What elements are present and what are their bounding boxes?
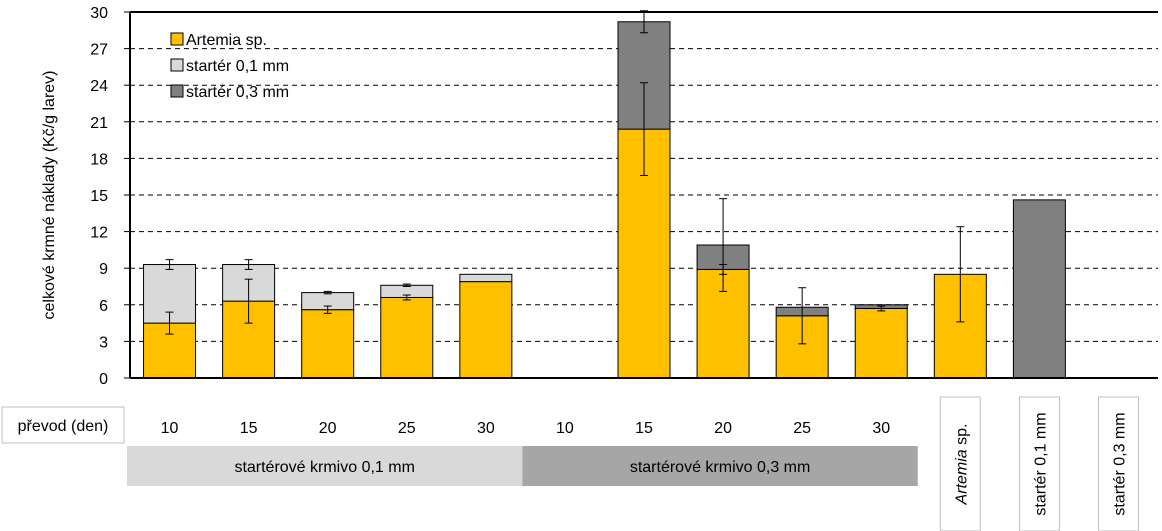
x-tick-label: 15 bbox=[635, 420, 653, 437]
x-tick-label: 20 bbox=[319, 420, 337, 437]
y-tick-label: 21 bbox=[90, 115, 108, 132]
x-tick-label: 30 bbox=[477, 420, 495, 437]
y-tick-labels: 0 3 6 9 12 15 18 21 24 27 30 bbox=[90, 5, 108, 388]
rotated-label-2: startér 0,1 mm bbox=[1032, 412, 1049, 515]
legend-swatch bbox=[170, 84, 184, 98]
group-band-2 bbox=[522, 446, 918, 486]
bar-1-4 bbox=[380, 296, 434, 379]
rotated-label-part: startér 0,1 mm bbox=[1032, 412, 1049, 515]
y-tick-label: 30 bbox=[90, 5, 108, 22]
y-tick-label: 15 bbox=[90, 188, 108, 205]
legend-label: startér 0,3 mm bbox=[186, 84, 289, 101]
x-tick-label: 20 bbox=[714, 420, 732, 437]
x-tick-label: 10 bbox=[161, 420, 179, 437]
rotated-label-box bbox=[1018, 396, 1060, 531]
axes bbox=[124, 11, 1158, 379]
y-tick-label: 12 bbox=[90, 225, 108, 242]
group-bands: startérové krmivo 0,1 mm startérové krmiv… bbox=[127, 446, 918, 486]
group-band-1 bbox=[127, 446, 523, 486]
group-label-1: startérové krmivo 0,1 mm bbox=[234, 459, 414, 476]
error-bars bbox=[165, 10, 965, 345]
bar-2-5 bbox=[459, 273, 513, 283]
y-axis-label: celkové krmné náklady (Kč/g larev) bbox=[41, 71, 58, 320]
y-tick-label: 6 bbox=[99, 298, 108, 315]
x-tick-label: 25 bbox=[398, 420, 416, 437]
y-tick-label: 3 bbox=[99, 334, 108, 351]
rotated-label-box bbox=[939, 396, 981, 531]
y-tick-label: 9 bbox=[99, 261, 108, 278]
rotated-label-part: Artemia bbox=[953, 449, 970, 505]
x-row-title: převod (den) bbox=[18, 418, 109, 435]
x-tick-label: 10 bbox=[556, 420, 574, 437]
y-tick-label: 27 bbox=[90, 42, 108, 59]
bar-1-5 bbox=[459, 281, 513, 379]
legend-swatch bbox=[170, 58, 184, 72]
group-label-2: startérové krmivo 0,3 mm bbox=[630, 459, 810, 476]
x-tick-label: 25 bbox=[793, 420, 811, 437]
x-row-title-box bbox=[1, 406, 125, 444]
rotated-label-1: Artemia sp. bbox=[953, 424, 970, 506]
x-axis-row: převod (den) 10 15 20 25 30 10 15 20 25 30 bbox=[1, 406, 890, 444]
rotated-label-part: sp. bbox=[953, 424, 970, 450]
y-tick-label: 0 bbox=[99, 371, 108, 388]
rotated-label-3: startér 0,3 mm bbox=[1111, 412, 1128, 515]
y-tick-label: 24 bbox=[90, 78, 108, 95]
bar-1-3 bbox=[301, 309, 355, 379]
x-tick-label: 30 bbox=[872, 420, 890, 437]
legend-label: Artemia sp. bbox=[186, 32, 267, 49]
rotated-category-labels: Artemia sp. startér 0,1 mm startér 0,3 mm bbox=[939, 396, 1139, 531]
rotated-label-box bbox=[1097, 396, 1139, 531]
bar-1-10 bbox=[854, 307, 908, 379]
x-tick-label: 15 bbox=[240, 420, 258, 437]
legend-label: startér 0,1 mm bbox=[186, 58, 289, 75]
legend: Artemia sp. startér 0,1 mm startér 0,3 mm bbox=[170, 32, 289, 101]
legend-swatch bbox=[170, 32, 184, 46]
bars bbox=[143, 21, 1066, 379]
rotated-label-part: startér 0,3 mm bbox=[1111, 412, 1128, 515]
bar-3-12 bbox=[1012, 199, 1066, 379]
y-tick-label: 18 bbox=[90, 151, 108, 168]
